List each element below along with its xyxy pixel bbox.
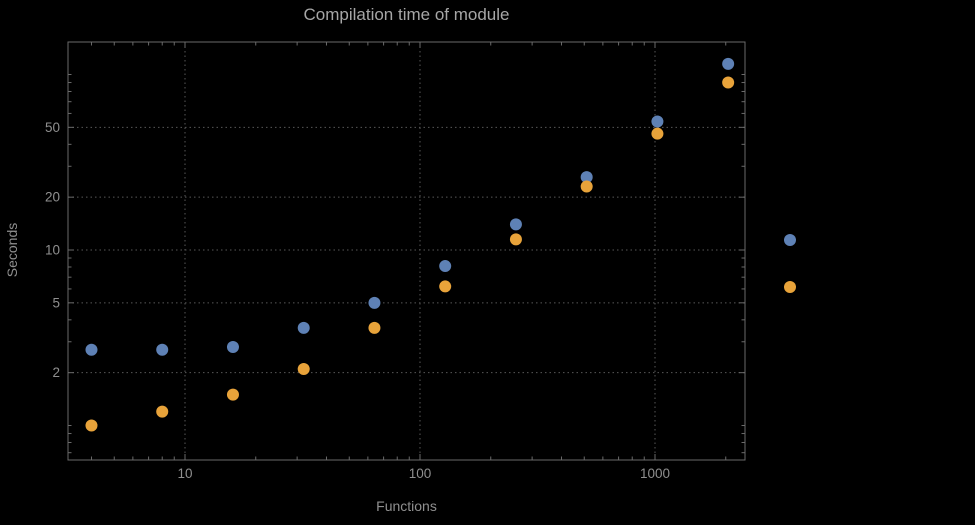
data-point-blue-series [439, 260, 452, 273]
x-tick-label: 100 [409, 466, 432, 481]
legend-marker-orange-series [784, 281, 796, 293]
data-point-orange-series [368, 321, 381, 334]
y-tick-label: 20 [45, 190, 60, 205]
y-tick-label: 50 [45, 120, 60, 135]
data-point-blue-series [509, 218, 522, 231]
data-point-blue-series [226, 341, 239, 354]
plot-frame [67, 41, 746, 461]
legend-marker-blue-series [784, 234, 796, 246]
data-point-blue-series [368, 296, 381, 309]
data-point-blue-series [722, 57, 735, 70]
x-tick-label: 10 [177, 466, 192, 481]
data-point-blue-series [580, 171, 593, 184]
data-point-blue-series [156, 343, 169, 356]
data-point-orange-series [651, 127, 664, 140]
y-tick-label: 2 [52, 365, 60, 380]
data-point-orange-series [580, 180, 593, 193]
y-tick-label: 5 [52, 295, 60, 310]
data-point-orange-series [156, 405, 169, 418]
data-point-orange-series [509, 233, 522, 246]
data-point-orange-series [722, 76, 735, 89]
x-axis-label: Functions [376, 498, 437, 514]
x-tick-label: 1000 [640, 466, 670, 481]
data-point-orange-series [226, 388, 239, 401]
data-point-blue-series [85, 343, 98, 356]
chart-title: Compilation time of module [303, 5, 510, 24]
data-point-orange-series [85, 419, 98, 432]
data-point-blue-series [297, 321, 310, 334]
y-tick-label: 10 [45, 243, 60, 258]
data-point-blue-series [651, 115, 664, 128]
data-point-orange-series [439, 280, 452, 293]
data-point-orange-series [297, 362, 310, 375]
